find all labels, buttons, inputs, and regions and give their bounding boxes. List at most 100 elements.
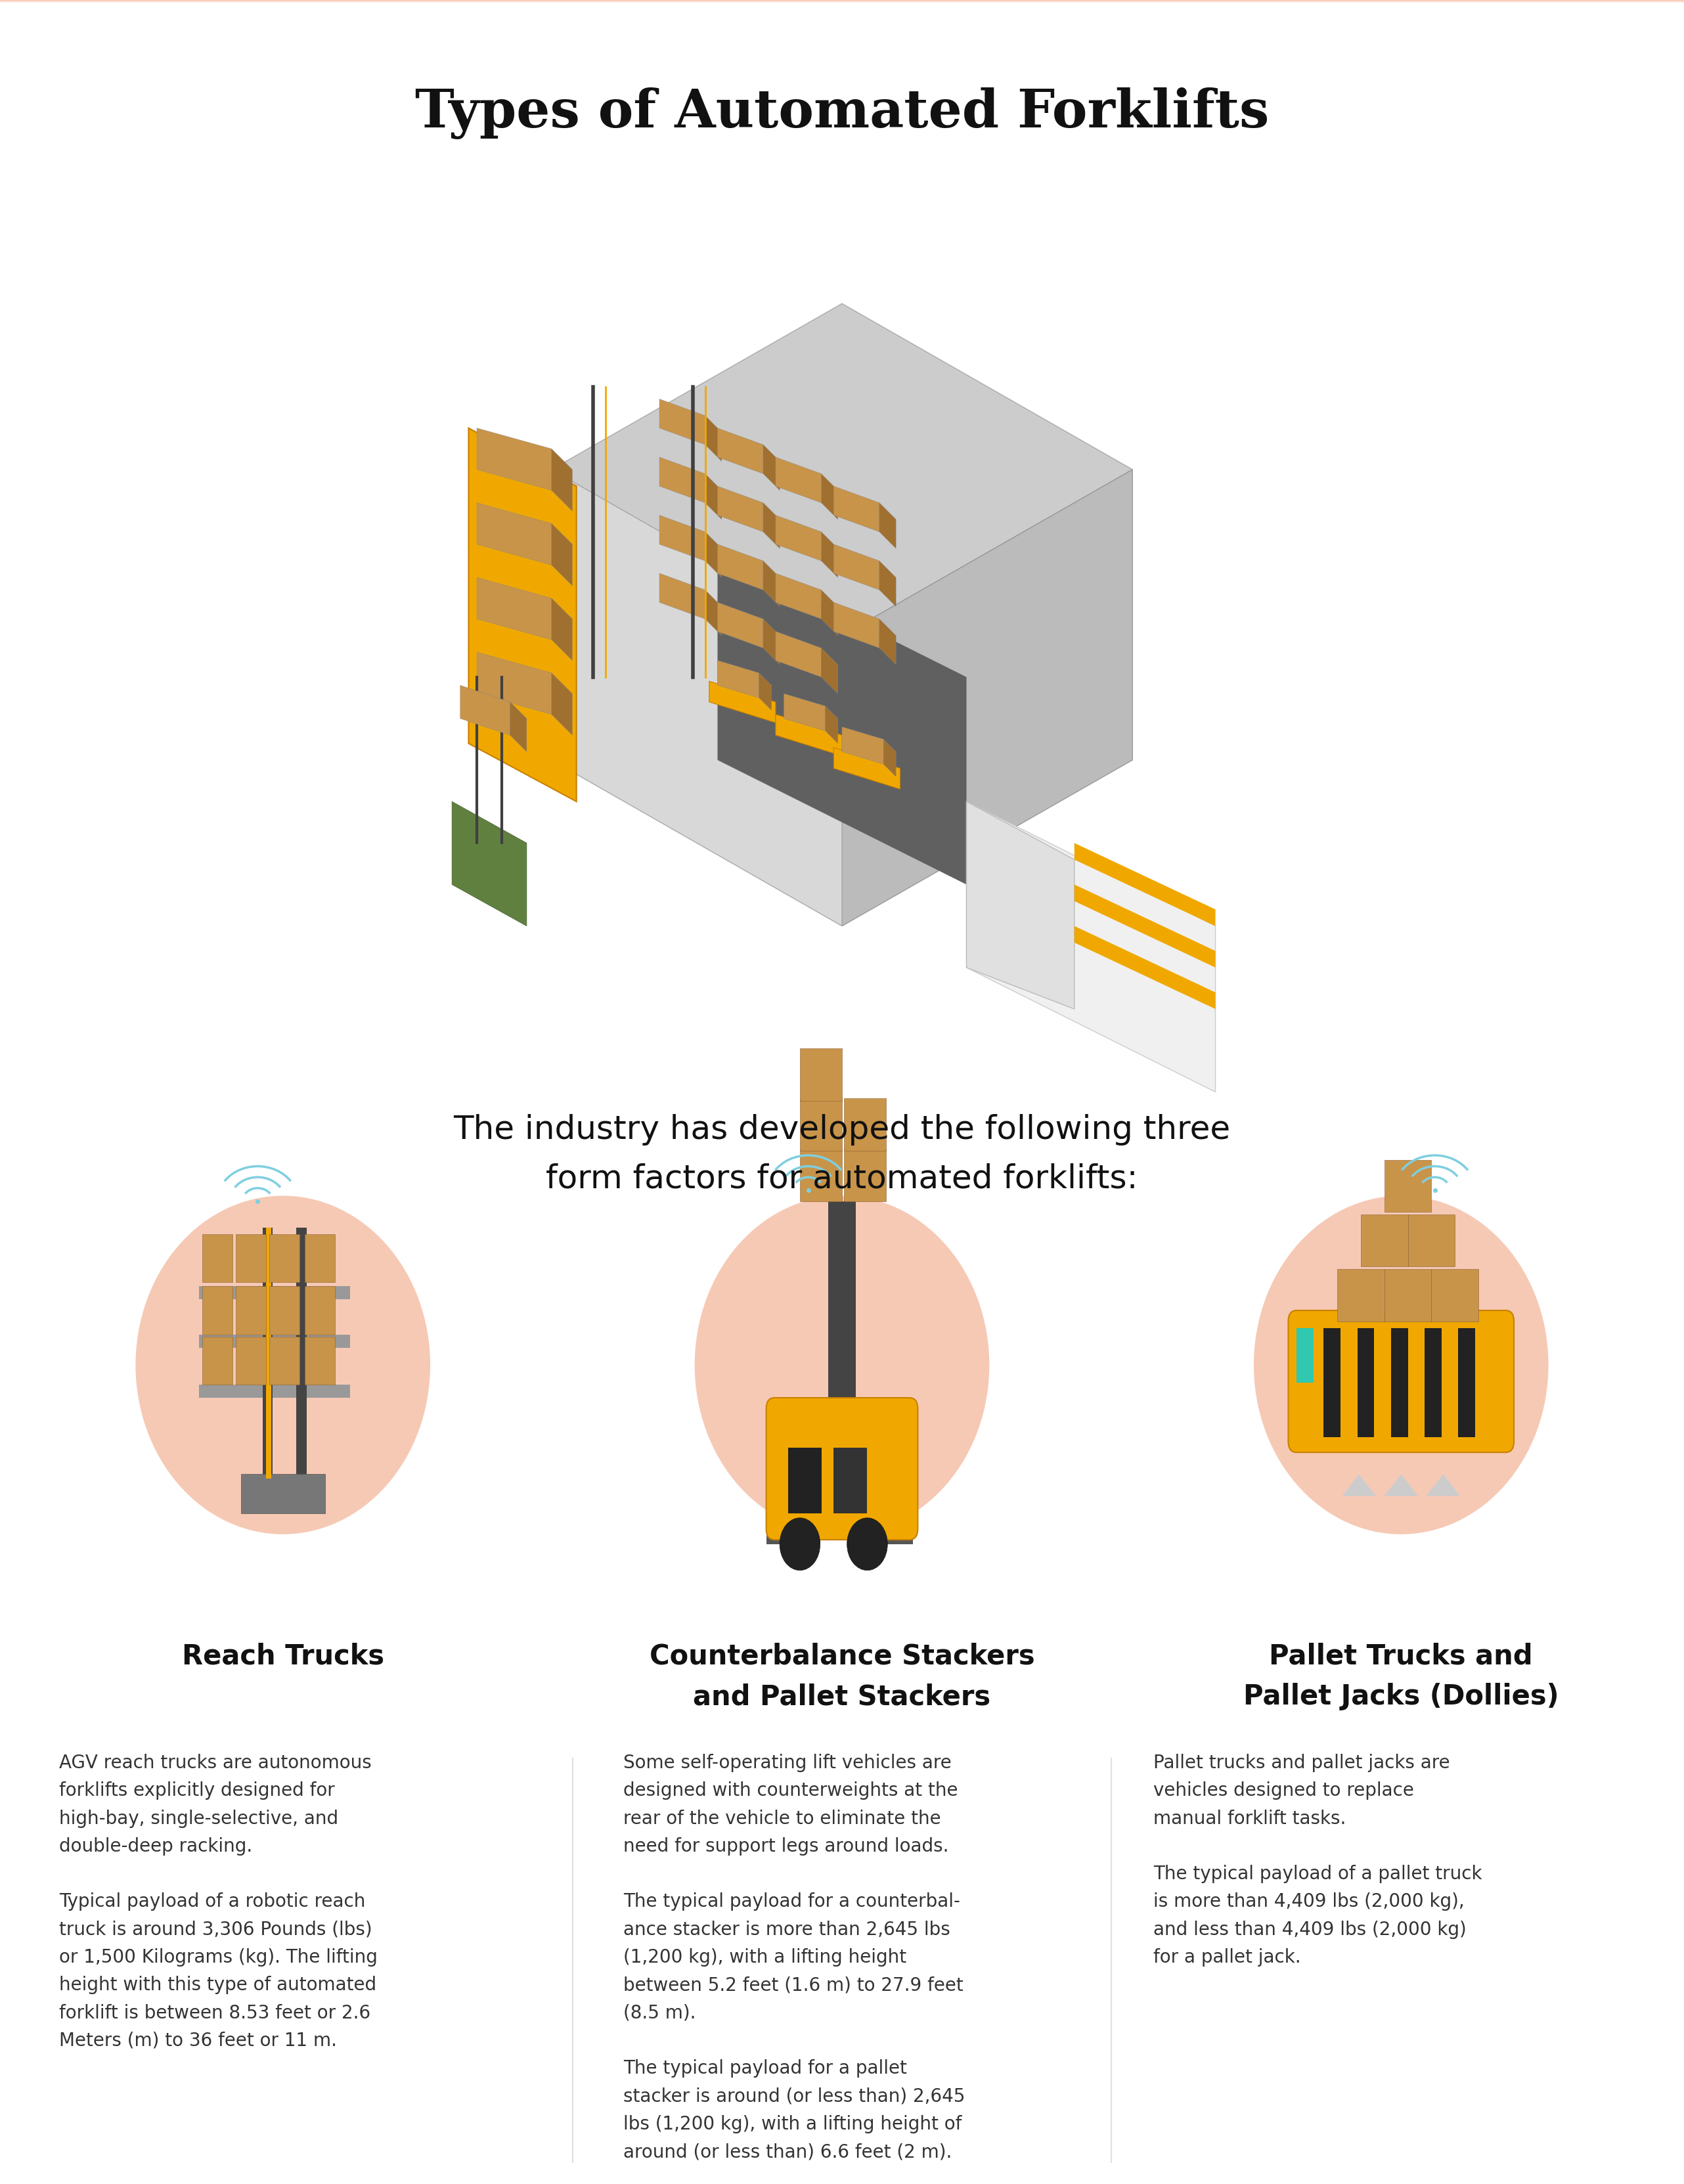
Bar bbox=[0, 2, 1684, 4]
Polygon shape bbox=[477, 502, 552, 566]
Bar bbox=[0, 2, 1684, 4]
Bar bbox=[0, 0, 1684, 2]
Circle shape bbox=[780, 1518, 820, 1570]
Polygon shape bbox=[552, 450, 573, 511]
Bar bbox=[0, 2, 1684, 4]
Bar bbox=[0, 2, 1684, 4]
Bar bbox=[0, 2, 1684, 4]
Bar bbox=[1384, 1160, 1431, 1212]
Bar bbox=[0, 2, 1684, 4]
Bar bbox=[800, 1048, 842, 1101]
Bar bbox=[0, 0, 1684, 4]
Bar bbox=[0, 2, 1684, 4]
Bar bbox=[0, 2, 1684, 4]
Bar bbox=[0, 2, 1684, 7]
Bar bbox=[0, 0, 1684, 4]
Bar bbox=[0, 2, 1684, 4]
Polygon shape bbox=[1074, 926, 1216, 1009]
Bar bbox=[0, 0, 1684, 4]
Bar bbox=[0, 2, 1684, 7]
Bar bbox=[0, 2, 1684, 4]
Bar bbox=[0, 2, 1684, 4]
Bar bbox=[0, 0, 1684, 4]
Bar bbox=[0, 2, 1684, 4]
Bar bbox=[0, 2, 1684, 4]
Bar bbox=[0, 2, 1684, 4]
Bar bbox=[0, 0, 1684, 4]
Bar bbox=[0, 2, 1684, 4]
Bar bbox=[0, 2, 1684, 7]
Bar bbox=[0, 0, 1684, 4]
Bar bbox=[0, 2, 1684, 4]
Bar bbox=[0, 0, 1684, 4]
Bar bbox=[0, 2, 1684, 4]
Bar bbox=[0, 0, 1684, 4]
Bar bbox=[0, 2, 1684, 4]
Bar bbox=[0, 2, 1684, 4]
Bar bbox=[0, 2, 1684, 4]
Bar bbox=[0, 2, 1684, 4]
Bar bbox=[0, 0, 1684, 2]
Bar bbox=[1425, 1328, 1442, 1437]
Bar bbox=[0, 0, 1684, 4]
Bar bbox=[0, 2, 1684, 4]
Bar bbox=[0, 2, 1684, 4]
Polygon shape bbox=[834, 487, 879, 531]
Bar bbox=[0, 2, 1684, 4]
Text: Types of Automated Forklifts: Types of Automated Forklifts bbox=[414, 87, 1270, 140]
Bar bbox=[0, 2, 1684, 4]
Bar bbox=[0, 2, 1684, 4]
Bar bbox=[0, 0, 1684, 2]
Bar bbox=[0, 0, 1684, 4]
Bar bbox=[0, 2, 1684, 4]
Bar bbox=[0, 2, 1684, 4]
Bar bbox=[0, 0, 1684, 4]
Bar bbox=[0, 0, 1684, 4]
Bar bbox=[0, 2, 1684, 7]
Bar bbox=[0, 0, 1684, 2]
Bar bbox=[0, 0, 1684, 4]
Bar bbox=[0, 2, 1684, 4]
Bar bbox=[0, 0, 1684, 4]
Bar bbox=[0, 0, 1684, 2]
Bar bbox=[0, 0, 1684, 4]
Bar bbox=[0, 2, 1684, 7]
Bar bbox=[0, 2, 1684, 4]
Bar bbox=[199, 1286, 350, 1299]
Bar bbox=[0, 2, 1684, 4]
Bar bbox=[0, 2, 1684, 4]
Bar bbox=[0, 2, 1684, 4]
Bar bbox=[0, 2, 1684, 7]
Bar bbox=[0, 2, 1684, 7]
Bar bbox=[0, 0, 1684, 2]
Bar bbox=[0, 2, 1684, 7]
Bar bbox=[199, 1334, 350, 1348]
Bar bbox=[0, 2, 1684, 4]
Bar bbox=[0, 2, 1684, 4]
Bar bbox=[0, 0, 1684, 4]
Bar bbox=[0, 2, 1684, 7]
Bar bbox=[0, 0, 1684, 4]
Bar bbox=[0, 2, 1684, 4]
Polygon shape bbox=[552, 304, 1132, 636]
Polygon shape bbox=[660, 574, 706, 618]
Bar bbox=[0, 0, 1684, 4]
Bar bbox=[829, 1201, 855, 1452]
Bar bbox=[0, 0, 1684, 4]
Bar bbox=[0, 0, 1684, 4]
Bar bbox=[0, 0, 1684, 4]
Bar bbox=[0, 2, 1684, 7]
Bar bbox=[0, 2, 1684, 4]
Bar bbox=[0, 2, 1684, 4]
Bar bbox=[0, 0, 1684, 4]
Bar bbox=[0, 2, 1684, 7]
Bar bbox=[0, 2, 1684, 4]
Bar bbox=[0, 2, 1684, 4]
Bar bbox=[0, 2, 1684, 7]
Polygon shape bbox=[785, 695, 825, 732]
Bar bbox=[0, 2, 1684, 4]
Bar bbox=[0, 0, 1684, 4]
Bar bbox=[0, 2, 1684, 4]
Bar bbox=[0, 0, 1684, 4]
Bar bbox=[0, 2, 1684, 4]
